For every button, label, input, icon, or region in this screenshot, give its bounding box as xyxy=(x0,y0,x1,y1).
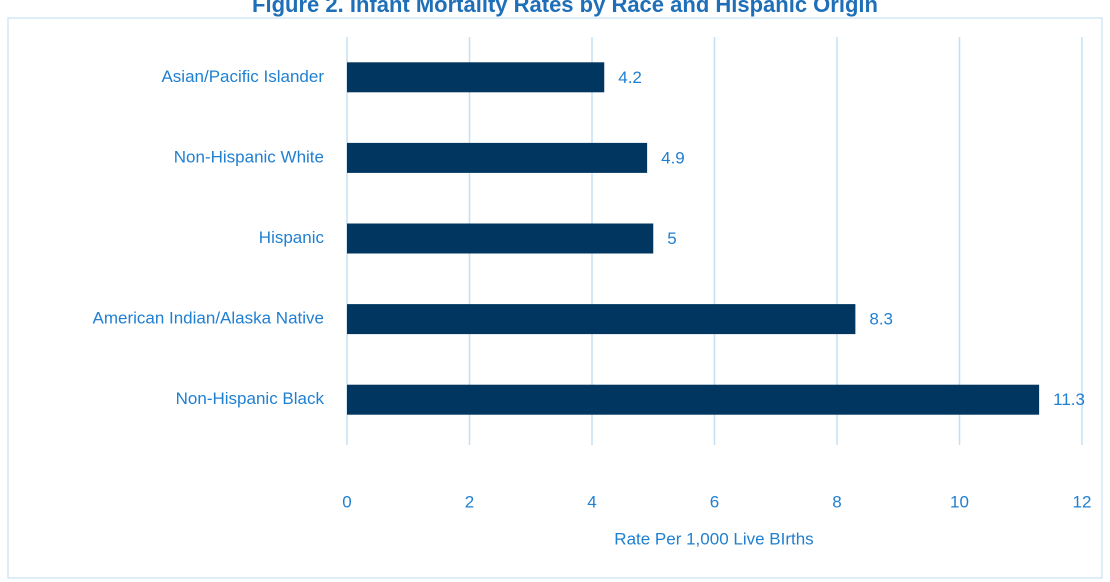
chart-title: Figure 2. Infant Mortality Rates by Race… xyxy=(252,0,878,17)
x-tick-label: 8 xyxy=(832,492,841,511)
data-label: 11.3 xyxy=(1053,390,1085,409)
bar xyxy=(347,223,654,254)
y-tick-label: Hispanic xyxy=(259,228,325,247)
y-tick-label: American Indian/Alaska Native xyxy=(92,309,324,328)
bar xyxy=(347,384,1040,415)
data-label: 8.3 xyxy=(869,310,893,329)
x-tick-label: 4 xyxy=(587,492,596,511)
x-tick-label: 12 xyxy=(1073,492,1092,511)
x-axis-title: Rate Per 1,000 Live BIrths xyxy=(614,529,813,548)
x-tick-label: 0 xyxy=(342,492,351,511)
data-label: 5 xyxy=(667,229,676,248)
bar xyxy=(347,62,605,93)
chart-frame xyxy=(7,17,1103,579)
bar xyxy=(347,304,856,335)
bar xyxy=(347,142,648,173)
data-label: 4.2 xyxy=(618,68,642,87)
data-label: 4.9 xyxy=(661,148,685,167)
x-tick-label: 6 xyxy=(710,492,719,511)
y-tick-label: Non-Hispanic White xyxy=(174,147,324,166)
x-tick-label: 10 xyxy=(950,492,969,511)
y-tick-label: Asian/Pacific Islander xyxy=(161,67,324,86)
x-tick-label: 2 xyxy=(465,492,474,511)
y-tick-label: Non-Hispanic Black xyxy=(176,389,325,408)
